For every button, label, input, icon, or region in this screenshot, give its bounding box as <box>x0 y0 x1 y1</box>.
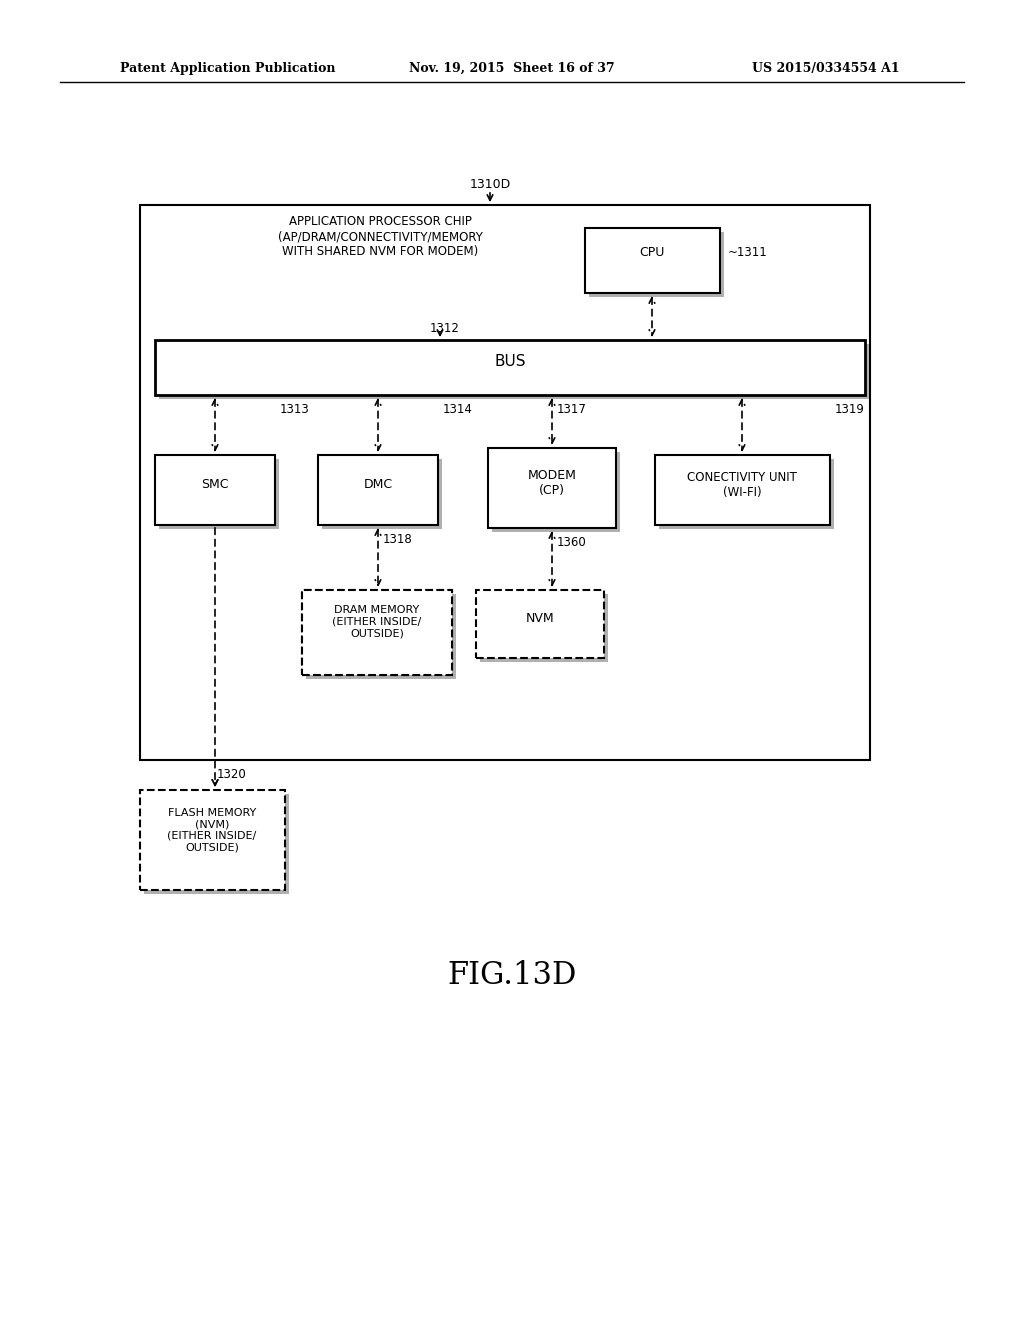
Text: 1360: 1360 <box>557 536 587 549</box>
Text: 1319: 1319 <box>835 403 865 416</box>
Text: DMC: DMC <box>364 479 392 491</box>
Text: Patent Application Publication: Patent Application Publication <box>120 62 336 75</box>
Bar <box>302 590 452 675</box>
Bar <box>155 341 865 395</box>
Bar <box>655 455 830 525</box>
Bar <box>492 451 620 532</box>
Text: MODEM
(CP): MODEM (CP) <box>527 469 577 498</box>
Bar <box>585 228 720 293</box>
Text: 1312: 1312 <box>430 322 460 335</box>
Bar <box>140 205 870 760</box>
Bar <box>488 447 616 528</box>
Text: US 2015/0334554 A1: US 2015/0334554 A1 <box>753 62 900 75</box>
Bar <box>159 345 869 399</box>
Text: SMC: SMC <box>202 479 228 491</box>
Bar <box>159 459 279 529</box>
Text: 1317: 1317 <box>557 403 587 416</box>
Text: CONECTIVITY UNIT
(WI-FI): CONECTIVITY UNIT (WI-FI) <box>687 471 797 499</box>
Bar <box>140 789 285 890</box>
Text: FIG.13D: FIG.13D <box>447 960 577 991</box>
Bar <box>155 455 275 525</box>
Bar <box>144 795 289 894</box>
Bar <box>659 459 834 529</box>
Text: 1313: 1313 <box>280 403 309 416</box>
Text: Nov. 19, 2015  Sheet 16 of 37: Nov. 19, 2015 Sheet 16 of 37 <box>410 62 614 75</box>
Text: ~1311: ~1311 <box>728 246 768 259</box>
Text: 1310D: 1310D <box>469 178 511 191</box>
Text: 1314: 1314 <box>443 403 473 416</box>
Bar <box>318 455 438 525</box>
Bar <box>306 594 456 678</box>
Bar <box>480 594 608 663</box>
Text: 1320: 1320 <box>217 768 247 781</box>
Bar <box>302 590 452 675</box>
Bar <box>322 459 442 529</box>
Text: FLASH MEMORY
(NVM)
(EITHER INSIDE/
OUTSIDE): FLASH MEMORY (NVM) (EITHER INSIDE/ OUTSI… <box>167 808 257 853</box>
Text: 1318: 1318 <box>383 533 413 546</box>
Bar <box>476 590 604 657</box>
Text: DRAM MEMORY
(EITHER INSIDE/
OUTSIDE): DRAM MEMORY (EITHER INSIDE/ OUTSIDE) <box>333 606 422 639</box>
Text: CPU: CPU <box>639 246 665 259</box>
Text: APPLICATION PROCESSOR CHIP
(AP/DRAM/CONNECTIVITY/MEMORY
WITH SHARED NVM FOR MODE: APPLICATION PROCESSOR CHIP (AP/DRAM/CONN… <box>278 215 482 257</box>
Bar <box>589 232 724 297</box>
Text: BUS: BUS <box>495 355 525 370</box>
Text: NVM: NVM <box>525 612 554 626</box>
